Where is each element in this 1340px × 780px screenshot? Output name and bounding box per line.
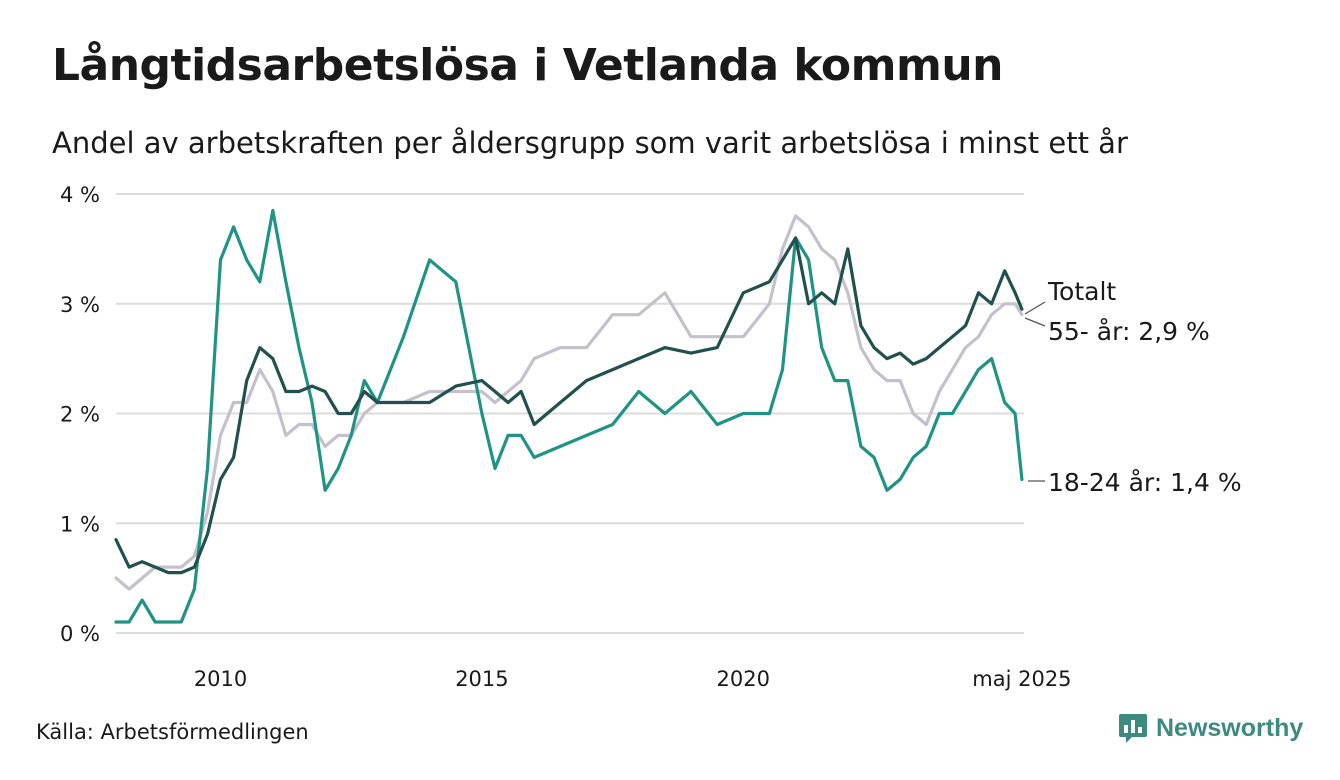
end-label: Totalt <box>1047 277 1116 306</box>
x-tick-label: maj 2025 <box>972 667 1071 691</box>
series-end-labels: 55- år: 2,9 % 18-24 år: 1,4 % Totalt <box>1024 277 1242 497</box>
leader-line <box>1024 301 1046 315</box>
line-chart: 0 % 1 % 2 % 3 % 4 % 2010 2015 2020 maj 2025 55-… <box>60 183 1242 691</box>
source-note: Källa: Arbetsförmedlingen <box>36 720 309 744</box>
end-label: 55- år: 2,9 % <box>1048 317 1210 346</box>
y-axis: 0 % 1 % 2 % 3 % 4 % <box>60 183 100 646</box>
chart-subtitle: Andel av arbetskraften per åldersgrupp s… <box>52 126 1128 160</box>
y-tick-label: 1 % <box>60 512 100 536</box>
series-line-55-r <box>114 214 1024 591</box>
y-tick-label: 0 % <box>60 622 100 646</box>
series-line-totalt <box>114 236 1024 575</box>
series-lines <box>114 208 1024 624</box>
brand-name: Newsworthy <box>1156 713 1304 742</box>
end-label: 18-24 år: 1,4 % <box>1048 468 1242 497</box>
series-line-18-24-r <box>114 208 1024 624</box>
y-tick-label: 4 % <box>60 183 100 207</box>
x-axis: 2010 2015 2020 maj 2025 <box>194 667 1072 691</box>
x-tick-label: 2010 <box>194 667 247 691</box>
gridlines <box>116 193 1024 634</box>
chart-title: Långtidsarbetslösa i Vetlanda kommun <box>52 40 1004 91</box>
bar-chart-speech-bubble-icon <box>1119 714 1147 743</box>
x-tick-label: 2020 <box>717 667 770 691</box>
brand-logo: Newsworthy <box>1118 712 1303 744</box>
leader-line <box>1024 317 1046 327</box>
y-tick-label: 2 % <box>60 403 100 427</box>
y-tick-label: 3 % <box>60 293 100 317</box>
x-tick-label: 2015 <box>455 667 508 691</box>
